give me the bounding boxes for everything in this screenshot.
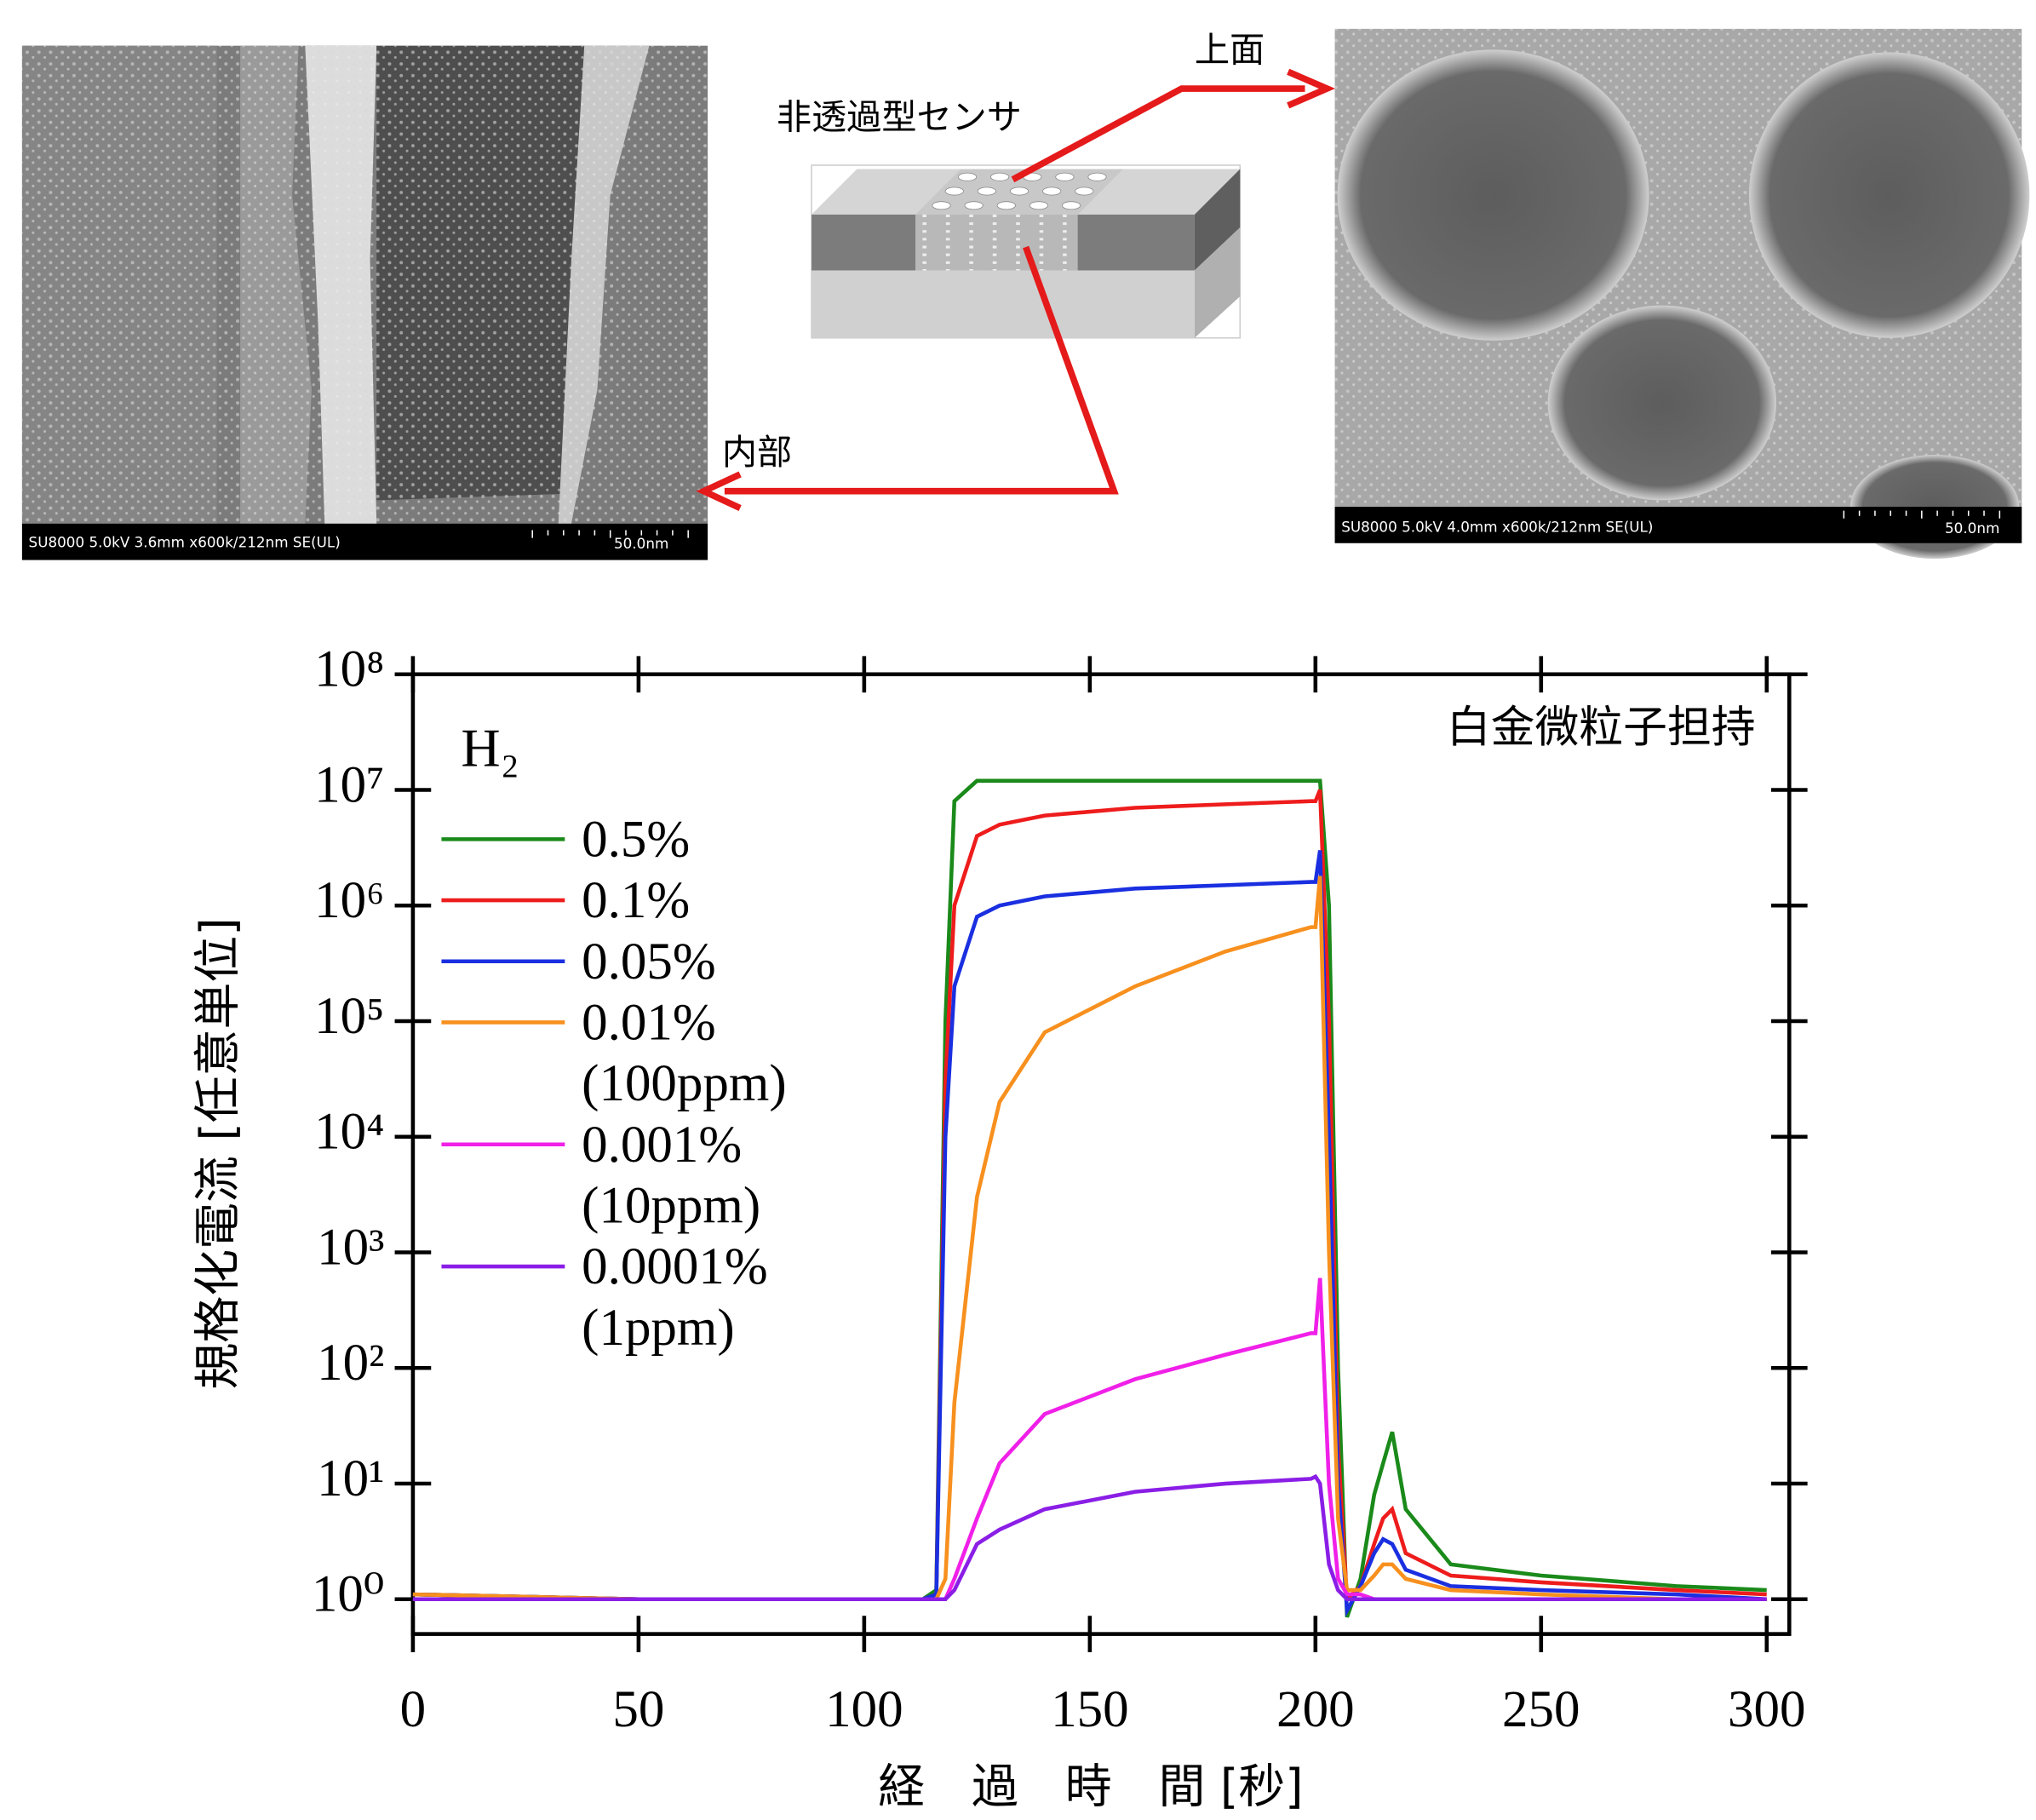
legend-label: 0.01% bbox=[582, 995, 716, 1052]
y-tick-label: 10⁷ bbox=[314, 756, 384, 813]
inner-label: 内部 bbox=[722, 432, 792, 473]
legend-label: 0.0001% bbox=[582, 1238, 768, 1295]
x-tick-label: 300 bbox=[1728, 1681, 1805, 1738]
legend-label: (10ppm) bbox=[582, 1178, 760, 1235]
figure: SU8000 5.0kV 3.6mm x600k/212nm SE(UL) 50… bbox=[0, 0, 2036, 1820]
x-tick-label: 250 bbox=[1502, 1681, 1580, 1738]
y-tick-label: 10⁴ bbox=[314, 1104, 384, 1161]
diagram-title: 非透過型センサ bbox=[777, 97, 1022, 138]
chart: 白金微粒子担持 H₂ 経 過 時 間 [秒] 規格化電流 [任意単位] 10⁰ 1… bbox=[190, 641, 1807, 1814]
legend-label: (1ppm) bbox=[582, 1300, 735, 1357]
y-tick-label: 10⁵ bbox=[314, 988, 384, 1045]
legend-label: (100ppm) bbox=[582, 1055, 787, 1112]
legend-label: 0.05% bbox=[582, 933, 716, 990]
legend-label: 0.5% bbox=[582, 811, 690, 868]
y-tick-label: 10³ bbox=[317, 1219, 384, 1276]
sensor-schematic: 非透過型センサ 上面 内部 bbox=[703, 29, 1327, 508]
y-tick-label: 10⁸ bbox=[314, 641, 384, 698]
x-tick-label: 100 bbox=[825, 1681, 903, 1738]
legend-label: 0.1% bbox=[582, 872, 690, 929]
page: SU8000 5.0kV 3.6mm x600k/212nm SE(UL) 50… bbox=[0, 0, 2036, 1820]
x-axis-label: 経 過 時 間 [秒] bbox=[878, 1760, 1303, 1814]
sem-scale: 50.0nm bbox=[1945, 520, 1999, 537]
x-tick-label: 50 bbox=[612, 1681, 664, 1738]
y-tick-label: 10⁰ bbox=[312, 1566, 384, 1623]
annotation: 白金微粒子担持 bbox=[1447, 702, 1756, 753]
y-tick-label: 10¹ bbox=[317, 1450, 384, 1507]
series-line bbox=[413, 1477, 1767, 1599]
x-tick-label: 150 bbox=[1051, 1681, 1128, 1738]
sem-image-inner: SU8000 5.0kV 3.6mm x600k/212nm SE(UL) 50… bbox=[22, 46, 708, 560]
sem-caption: SU8000 5.0kV 3.6mm x600k/212nm SE(UL) bbox=[29, 534, 341, 551]
y-tick-label: 10⁶ bbox=[314, 872, 384, 929]
x-tick-label: 0 bbox=[400, 1681, 427, 1738]
top-label: 上面 bbox=[1195, 29, 1265, 70]
y-tick-label: 10² bbox=[317, 1335, 384, 1392]
sem-scale: 50.0nm bbox=[614, 535, 668, 552]
gas-label: H₂ bbox=[461, 717, 519, 778]
sem-image-top: SU8000 5.0kV 4.0mm x600k/212nm SE(UL) 50… bbox=[1335, 29, 2030, 559]
x-tick-label: 200 bbox=[1276, 1681, 1354, 1738]
legend-label: 0.001% bbox=[582, 1117, 742, 1174]
sem-caption: SU8000 5.0kV 4.0mm x600k/212nm SE(UL) bbox=[1341, 518, 1653, 535]
y-axis-label: 規格化電流 [任意単位] bbox=[190, 917, 244, 1389]
